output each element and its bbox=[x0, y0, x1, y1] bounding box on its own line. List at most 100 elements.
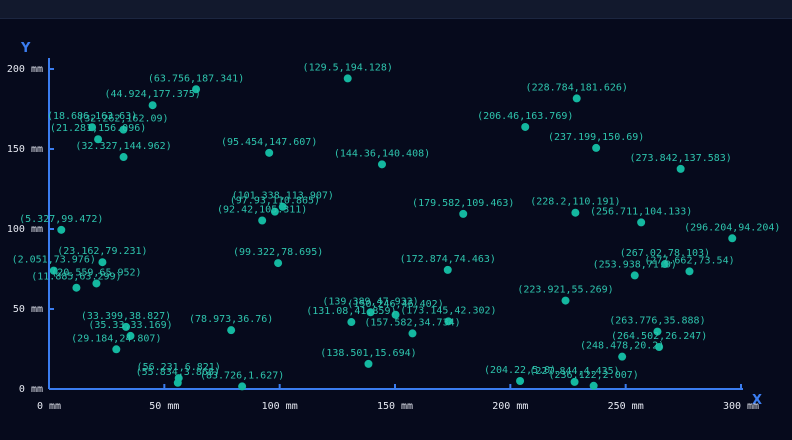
data-point-label: (33.399,38.827) bbox=[81, 311, 171, 322]
x-tick-label: 0 mm bbox=[37, 401, 61, 412]
data-point-label: (18.686,163.63) bbox=[47, 111, 137, 122]
data-point bbox=[377, 160, 386, 169]
data-point bbox=[592, 143, 601, 152]
data-point bbox=[408, 329, 417, 338]
data-point-label: (228.2,110.191) bbox=[530, 197, 620, 208]
data-point-label: (129.5,194.128) bbox=[303, 62, 393, 73]
data-point bbox=[561, 296, 570, 305]
x-tick-label: 150 mm bbox=[377, 401, 413, 412]
data-point bbox=[443, 265, 452, 274]
data-point-label: (78.973,36.76) bbox=[189, 314, 273, 325]
x-tick-label: 300 mm bbox=[723, 401, 759, 412]
data-point-label: (237.199,150.69) bbox=[548, 132, 644, 143]
data-point-label: (248.478,20.2) bbox=[580, 341, 664, 352]
y-tick-label: 0 mm bbox=[19, 384, 43, 395]
data-point-label: (23.162,79.231) bbox=[57, 246, 147, 257]
data-point-label: (55.834,3.868) bbox=[136, 367, 220, 378]
data-point-label: (99.322,78.695) bbox=[233, 247, 323, 258]
data-point-label: (172.874,74.463) bbox=[400, 254, 496, 265]
data-point-label: (32.327,144.962) bbox=[75, 141, 171, 152]
data-point-label: (228.784,181.626) bbox=[526, 82, 628, 93]
data-point bbox=[72, 283, 81, 292]
x-tick-label: 250 mm bbox=[608, 401, 644, 412]
data-point-label: (223.921,55.269) bbox=[517, 285, 613, 296]
data-point bbox=[630, 271, 639, 280]
data-point bbox=[238, 382, 247, 391]
data-point bbox=[570, 377, 579, 386]
data-point bbox=[618, 352, 627, 361]
data-point bbox=[98, 258, 107, 267]
data-point bbox=[676, 164, 685, 173]
data-point bbox=[57, 225, 66, 234]
data-point bbox=[571, 208, 580, 217]
y-tick-label: 150 mm bbox=[7, 144, 43, 155]
x-axis-label: X bbox=[752, 393, 762, 408]
y-tick-label: 100 mm bbox=[7, 224, 43, 235]
data-point-label: (21.281,156.096) bbox=[50, 123, 146, 134]
data-point bbox=[516, 377, 525, 385]
data-point-label: (101.338,113.907) bbox=[232, 191, 334, 202]
data-point-label: (138.501,15.694) bbox=[320, 348, 416, 359]
data-point bbox=[49, 266, 58, 275]
data-point-label: (267.02,78.103) bbox=[620, 248, 710, 259]
data-point-label: (44.924,177.375) bbox=[104, 89, 200, 100]
data-point-label: (204.22,5.0) bbox=[484, 365, 556, 376]
data-point bbox=[653, 327, 662, 336]
data-point-label: (179.582,109.463) bbox=[412, 198, 514, 209]
data-point bbox=[589, 381, 598, 390]
data-point-label: (206.46,163.769) bbox=[477, 111, 573, 122]
data-point-label: (264.502,26.247) bbox=[611, 331, 707, 342]
data-point-label: (236.122,2.007) bbox=[548, 370, 638, 381]
data-point-label: (173.145,42.302) bbox=[400, 305, 496, 316]
data-point bbox=[112, 345, 121, 354]
data-point bbox=[227, 326, 236, 335]
data-point-label: (20.559,65.952) bbox=[51, 267, 141, 278]
top-bar bbox=[0, 0, 792, 19]
data-point-label: (97.93,110.865) bbox=[230, 196, 320, 207]
data-point bbox=[459, 209, 468, 218]
data-point-label: (5.327,99.472) bbox=[19, 214, 103, 225]
data-point bbox=[366, 308, 375, 317]
x-tick-label: 200 mm bbox=[492, 401, 528, 412]
data-point bbox=[88, 123, 97, 132]
data-point bbox=[274, 259, 283, 268]
data-point bbox=[258, 216, 267, 225]
data-point bbox=[660, 260, 669, 269]
data-point-label: (95.454,147.607) bbox=[221, 137, 317, 148]
data-point-label: (256.711,104.133) bbox=[590, 206, 692, 217]
data-point-label: (56.231,6.821) bbox=[137, 362, 221, 373]
data-point-label: (83.726,1.627) bbox=[200, 370, 284, 381]
data-point-label: (63.756,187.341) bbox=[148, 73, 244, 84]
data-point bbox=[148, 101, 157, 110]
data-point bbox=[343, 74, 352, 83]
data-point bbox=[278, 202, 287, 211]
y-tick-label: 200 mm bbox=[7, 64, 43, 75]
data-point-label: (157.582,34.734) bbox=[364, 317, 460, 328]
data-point-label: (131.08,41.859) bbox=[306, 306, 396, 317]
data-point bbox=[92, 279, 101, 288]
data-point bbox=[94, 135, 103, 144]
data-point-label: (277.662,73.54) bbox=[644, 255, 734, 266]
data-point bbox=[572, 94, 581, 103]
data-point bbox=[655, 343, 664, 352]
data-point bbox=[347, 318, 356, 327]
data-point-label: (92.42,105.311) bbox=[217, 205, 307, 216]
data-point bbox=[119, 153, 128, 162]
data-point bbox=[391, 310, 400, 319]
x-tick-label: 100 mm bbox=[262, 401, 298, 412]
data-point bbox=[444, 317, 453, 326]
data-point-label: (227.844,4.435) bbox=[529, 366, 619, 377]
data-point bbox=[122, 322, 131, 331]
data-point-label: (11.885,63.299) bbox=[31, 272, 121, 283]
data-point bbox=[521, 122, 530, 131]
data-point-label: (139.389,47.933) bbox=[322, 296, 418, 307]
data-point bbox=[192, 85, 201, 94]
data-point-label: (296.204,94.204) bbox=[684, 222, 780, 233]
data-point bbox=[364, 359, 373, 368]
data-point bbox=[270, 207, 279, 216]
data-point bbox=[265, 148, 274, 157]
data-point-label: (29.184,24.807) bbox=[71, 333, 161, 344]
data-point-label: (35.33,33.169) bbox=[88, 320, 172, 331]
data-point-label: (32.262,162.09) bbox=[78, 114, 168, 125]
